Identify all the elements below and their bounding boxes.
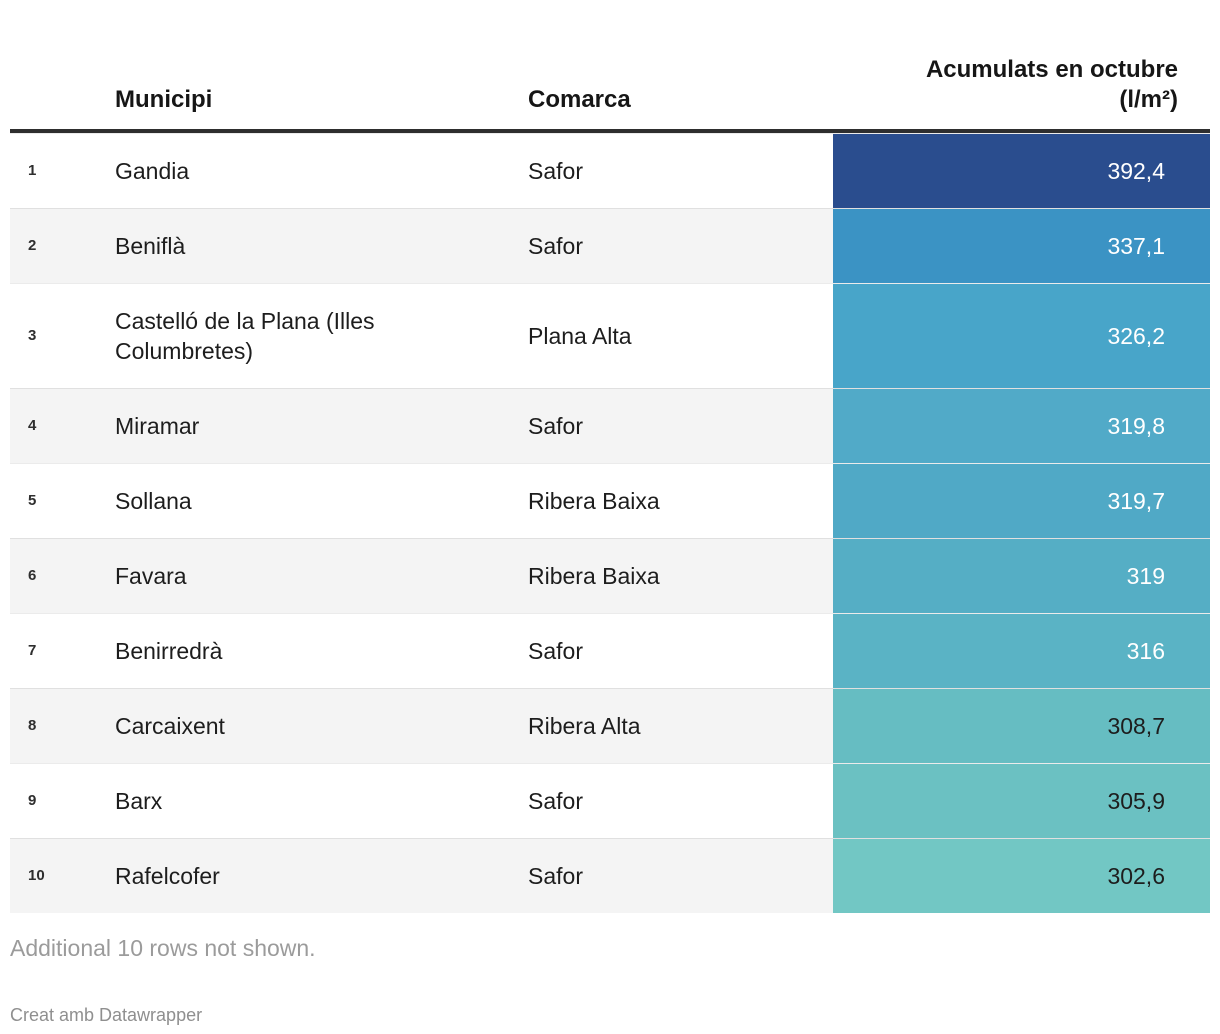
cell-value-heatmap: 308,7 (833, 689, 1210, 763)
cell-municipi: Benirredrà (115, 638, 223, 664)
row-rank: 8 (28, 717, 37, 734)
cell-value-heatmap: 326,2 (833, 284, 1210, 388)
table-header-row: Municipi Comarca Acumulats en octubre (l… (10, 0, 1210, 133)
datawrapper-table: Municipi Comarca Acumulats en octubre (l… (10, 0, 1210, 1027)
cell-value-heatmap: 302,6 (833, 839, 1210, 913)
header-comarca: Comarca (528, 86, 631, 113)
row-rank: 1 (28, 162, 37, 179)
cell-comarca: Ribera Baixa (528, 563, 660, 589)
cell-value-heatmap: 319,7 (833, 464, 1210, 538)
table-row: 7 Benirredrà Safor 316 (10, 613, 1210, 688)
cell-comarca: Safor (528, 863, 583, 889)
cell-comarca: Plana Alta (528, 323, 632, 349)
cell-comarca: Safor (528, 788, 583, 814)
header-value: Acumulats en octubre (l/m²) (833, 55, 1210, 129)
row-rank: 6 (28, 567, 37, 584)
row-rank: 2 (28, 237, 37, 254)
cell-municipi: Beniflà (115, 233, 186, 259)
cell-value-heatmap: 392,4 (833, 134, 1210, 208)
header-rank (10, 115, 115, 129)
row-rank: 9 (28, 792, 37, 809)
cell-comarca: Safor (528, 413, 583, 439)
table-row: 6 Favara Ribera Baixa 319 (10, 538, 1210, 613)
table-row: 10 Rafelcofer Safor 302,6 (10, 838, 1210, 913)
header-municipi: Municipi (115, 86, 213, 113)
cell-value-heatmap: 319,8 (833, 389, 1210, 463)
row-rank: 10 (28, 867, 45, 884)
cell-value-heatmap: 305,9 (833, 764, 1210, 838)
cell-comarca: Safor (528, 638, 583, 664)
table-row: 2 Beniflà Safor 337,1 (10, 208, 1210, 283)
table-row: 3 Castelló de la Plana (Illes Columbrete… (10, 283, 1210, 388)
table-row: 1 Gandia Safor 392,4 (10, 133, 1210, 208)
datawrapper-attribution: Creat amb Datawrapper (10, 1005, 203, 1025)
cell-municipi: Gandia (115, 158, 190, 184)
table-row: 8 Carcaixent Ribera Alta 308,7 (10, 688, 1210, 763)
cell-municipi: Miramar (115, 413, 200, 439)
cell-municipi: Sollana (115, 488, 192, 514)
table-row: 4 Miramar Safor 319,8 (10, 388, 1210, 463)
header-value-line1: Acumulats en octubre (925, 56, 1178, 83)
cell-municipi: Barx (115, 788, 163, 814)
cell-comarca: Safor (528, 233, 583, 259)
cell-municipi: Rafelcofer (115, 863, 220, 889)
row-rank: 3 (28, 327, 37, 344)
row-rank: 4 (28, 417, 37, 434)
header-value-line2: (l/m²) (1119, 86, 1178, 113)
row-rank: 5 (28, 492, 37, 509)
table-row: 5 Sollana Ribera Baixa 319,7 (10, 463, 1210, 538)
rows-not-shown-note: Additional 10 rows not shown. (10, 935, 316, 961)
row-rank: 7 (28, 642, 37, 659)
cell-municipi: Carcaixent (115, 713, 225, 739)
cell-comarca: Ribera Alta (528, 713, 641, 739)
cell-value-heatmap: 337,1 (833, 209, 1210, 283)
cell-comarca: Safor (528, 158, 583, 184)
table-row: 9 Barx Safor 305,9 (10, 763, 1210, 838)
cell-municipi: Castelló de la Plana (Illes Columbretes) (115, 308, 375, 364)
cell-municipi: Favara (115, 563, 187, 589)
cell-value-heatmap: 319 (833, 539, 1210, 613)
cell-value-heatmap: 316 (833, 614, 1210, 688)
cell-comarca: Ribera Baixa (528, 488, 660, 514)
